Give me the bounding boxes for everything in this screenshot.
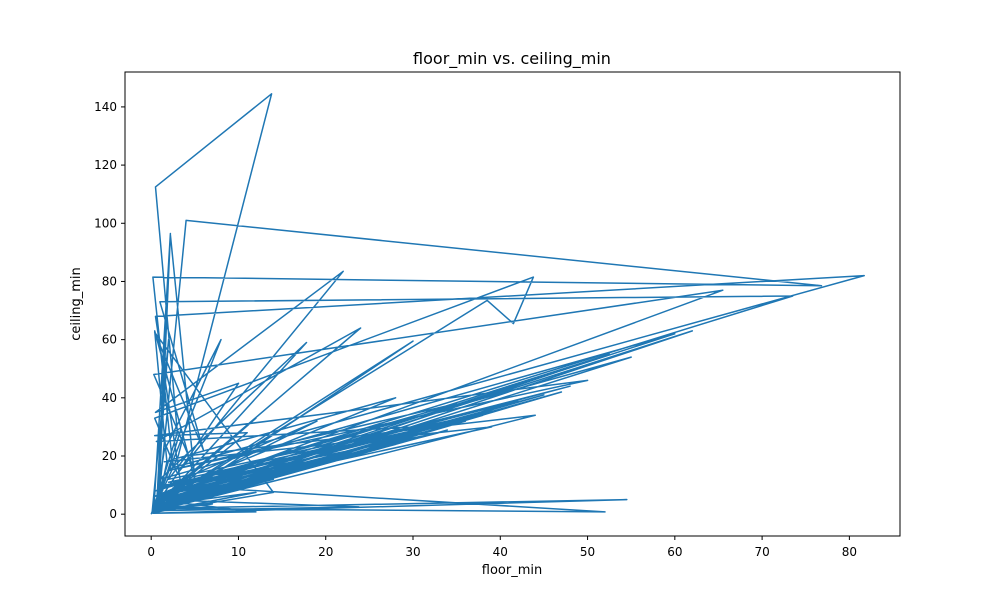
y-tick-label: 120	[94, 158, 117, 172]
x-tick-label: 50	[580, 545, 595, 559]
x-tick-label: 60	[667, 545, 682, 559]
x-tick-label: 0	[147, 545, 155, 559]
y-tick-label: 100	[94, 216, 117, 230]
chart-title: floor_min vs. ceiling_min	[413, 49, 611, 69]
series-line-0	[150, 93, 865, 515]
y-tick-label: 80	[102, 274, 117, 288]
x-tick-label: 70	[754, 545, 769, 559]
x-tick-label: 40	[493, 545, 508, 559]
x-tick-label: 30	[405, 545, 420, 559]
x-tick-label: 10	[231, 545, 246, 559]
ticks-layer: 0 10 20 30 40 50 60 70 80 0 20 40 60 80 100 120 140	[94, 100, 857, 559]
y-axis-label: ceiling_min	[69, 267, 84, 341]
y-tick-label: 20	[102, 449, 117, 463]
x-tick-label: 20	[318, 545, 333, 559]
y-tick-label: 140	[94, 100, 117, 114]
plot-frame	[124, 71, 901, 537]
y-tick-label: 60	[102, 333, 117, 347]
y-tick-label: 0	[109, 507, 117, 521]
x-axis-label: floor_min	[482, 563, 542, 578]
y-tick-label: 40	[102, 391, 117, 405]
series-layer	[150, 93, 865, 515]
x-tick-label: 80	[842, 545, 857, 559]
